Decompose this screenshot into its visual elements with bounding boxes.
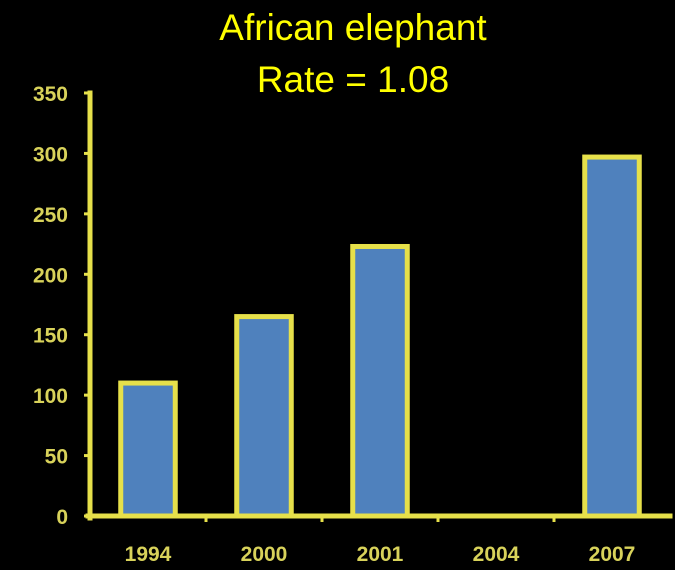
x-tick-label: 2001 (357, 543, 404, 566)
y-tick-label: 350 (33, 83, 68, 106)
chart-subtitle: Rate = 1.08 (257, 59, 449, 100)
y-tick-labels: 0 50 100 150 200 250 300 350 (33, 83, 68, 529)
bars-layer (118, 154, 642, 519)
x-tick-label: 2004 (473, 543, 520, 566)
y-tick-label: 250 (33, 204, 68, 227)
axes-layer (84, 90, 673, 522)
y-tick-label: 150 (33, 325, 68, 348)
bar-2007 (582, 154, 642, 519)
chart-title: African elephant (219, 7, 487, 48)
y-tick-label: 200 (33, 264, 68, 287)
bar-2000 (234, 314, 294, 519)
bar-2001 (350, 243, 410, 519)
x-tick-label: 2007 (589, 543, 636, 566)
y-tick-label: 300 (33, 143, 68, 166)
x-tick-label: 1994 (125, 543, 172, 566)
y-tick-label: 0 (56, 506, 68, 529)
x-tick-labels: 1994 2000 2001 2004 2007 (125, 543, 636, 566)
y-tick-label: 50 (45, 446, 68, 469)
x-tick-label: 2000 (241, 543, 288, 566)
y-tick-label: 100 (33, 385, 68, 408)
bar-1994 (118, 380, 178, 519)
